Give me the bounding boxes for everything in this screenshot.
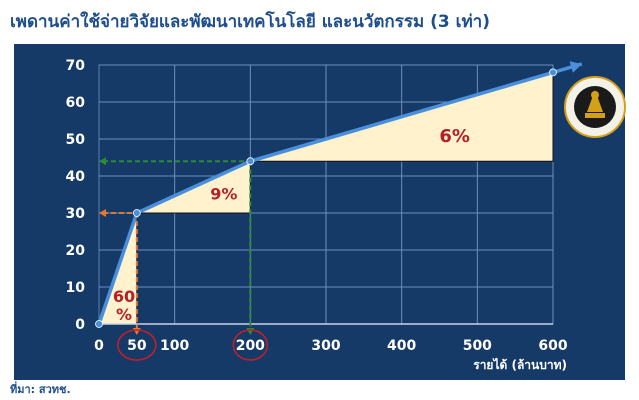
data-point [246,157,255,166]
y-tick-label: 60 [66,95,86,111]
highlight-circle [117,329,157,361]
y-tick-label: 50 [66,132,86,148]
logo-emblem [591,91,599,99]
x-tick-label: 200 [236,338,265,354]
guide-arrowhead [246,328,255,335]
x-tick-label: 0 [94,338,104,354]
region-label: 9% [210,185,237,204]
data-point [549,68,557,77]
source-note: ที่มา: สวทช. [10,383,71,396]
data-point [132,209,141,217]
x-axis-label: รายได้ (ล้านบาท) [473,357,567,372]
organization-logo [564,76,626,138]
x-tick-label: 50 [127,338,147,354]
y-tick-label: 30 [66,206,86,222]
x-tick-label: 600 [538,338,567,354]
y-tick-label: 20 [66,243,86,259]
y-tick-label: 40 [66,169,86,185]
region-label: 60% [113,287,135,324]
region-label-line: 60 [113,287,135,306]
logo-emblem [585,113,605,118]
x-tick-label: 300 [311,338,340,354]
x-tick-label: 100 [160,338,189,354]
guide-arrowhead [132,328,141,335]
y-tick-label: 0 [75,317,85,333]
guide-arrowhead [99,209,106,217]
series-arrowhead [569,61,582,73]
logo-emblem [587,90,603,112]
highlight-circle [232,329,269,361]
region-label-line: % [116,305,132,324]
region-label: 6% [439,126,470,147]
x-tick-label: 500 [463,338,492,354]
y-tick-label: 10 [66,280,86,296]
guide-arrowhead [99,157,106,166]
data-point [95,320,103,328]
x-tick-label: 400 [387,338,416,354]
page-title: เพดานค่าใช้จ่ายวิจัยและพัฒนาเทคโนโลยี แล… [10,12,490,32]
y-tick-label: 70 [66,58,86,74]
